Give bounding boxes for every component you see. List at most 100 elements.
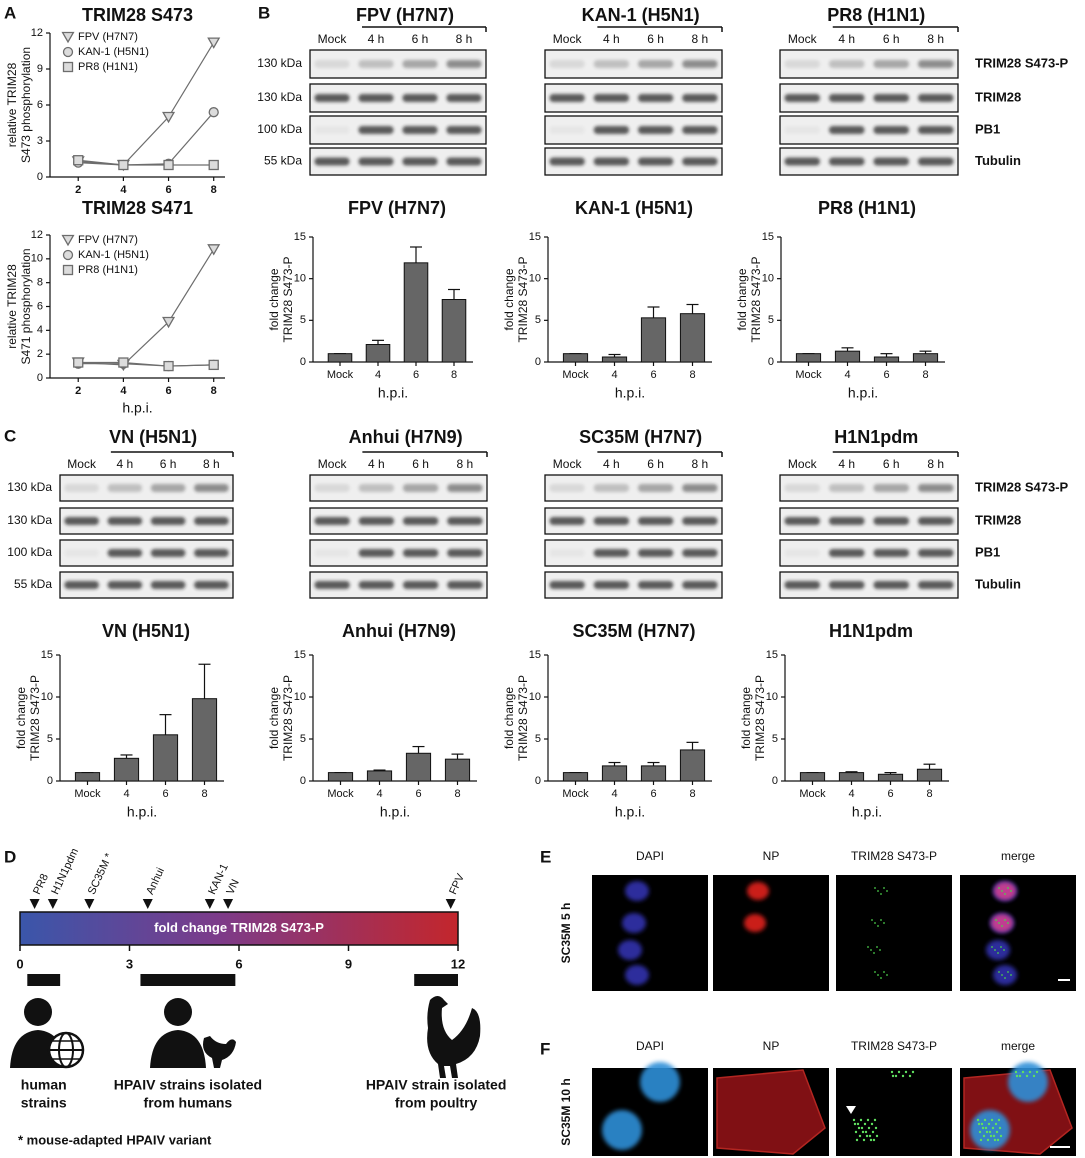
lane-label: Mock <box>788 457 818 471</box>
scale-tick-label: 6 <box>235 956 242 971</box>
blot-band <box>107 484 143 492</box>
protein-label: TRIM28 <box>975 89 1021 104</box>
blot-band <box>917 157 954 166</box>
micrograph <box>836 1068 952 1156</box>
strain-group-label: human <box>21 1077 67 1093</box>
blot-band <box>682 484 718 492</box>
blot-band <box>150 549 186 557</box>
trim28-dot <box>993 1138 997 1142</box>
bar <box>640 317 667 363</box>
y-tick-label: 10 <box>766 691 778 703</box>
y-tick-label: 0 <box>300 775 306 787</box>
x-tick-label: 8 <box>451 369 457 381</box>
bar <box>916 768 943 782</box>
point <box>73 357 84 368</box>
trim28-dot <box>858 1134 862 1138</box>
y-tick-label: 15 <box>529 231 541 243</box>
blot-band <box>402 484 439 492</box>
y-tick-label: 10 <box>41 691 53 703</box>
blot-band <box>917 60 954 68</box>
trim28-dot <box>865 1134 869 1138</box>
trim28-dot <box>1032 1074 1036 1078</box>
nucleus <box>993 965 1017 985</box>
blot-band <box>637 94 674 102</box>
trim28-dot <box>870 1122 874 1126</box>
channel-label: NP <box>763 849 780 863</box>
legend-label: KAN-1 (H5N1) <box>78 46 149 58</box>
blot-band <box>784 126 821 134</box>
blot-band <box>873 60 910 68</box>
trim28-dot <box>998 1126 1002 1130</box>
blot-band <box>917 126 954 134</box>
x-tick-label: 4 <box>376 788 382 800</box>
lane-label: 8 h <box>457 457 474 471</box>
y-tick-label: 0 <box>37 171 43 183</box>
bar <box>873 356 900 363</box>
trim28-dot <box>983 1118 987 1122</box>
panel-label: E <box>540 847 551 866</box>
y-tick-label: 15 <box>294 231 306 243</box>
lane-label: 6 h <box>647 32 664 46</box>
x-tick-label: 4 <box>844 369 850 381</box>
legend-label: FPV (H7N7) <box>78 31 138 43</box>
row-label: SC35M 5 h <box>559 903 573 964</box>
bar <box>405 752 432 782</box>
blot-band <box>828 549 865 557</box>
bar <box>795 353 822 363</box>
blot-band <box>637 517 674 525</box>
blot-band <box>637 484 674 492</box>
x-tick-label: Mock <box>327 788 354 800</box>
bar <box>877 773 904 782</box>
trim28-dot <box>894 1074 898 1078</box>
blot-band <box>682 94 718 102</box>
trim28-dot <box>863 1122 867 1126</box>
micrograph <box>836 875 952 991</box>
arrowhead <box>846 1106 856 1114</box>
strain-label: H1N1pdm <box>49 847 81 897</box>
blot-band <box>549 484 585 492</box>
x-tick-label: Mock <box>562 788 589 800</box>
x-tick-label: 6 <box>162 788 168 800</box>
blot-band <box>549 60 585 68</box>
x-tick-label: 6 <box>413 369 419 381</box>
trim28-dot <box>856 1122 860 1126</box>
blot-band <box>402 60 438 68</box>
lane-label: 6 h <box>160 457 177 471</box>
blot-band <box>549 126 585 134</box>
lane-label: Mock <box>553 32 583 46</box>
chart-title: PR8 (H1N1) <box>818 198 916 218</box>
lane-label: Mock <box>318 457 348 471</box>
bar <box>327 353 353 363</box>
blot-band <box>873 94 910 102</box>
blot-band <box>682 517 718 525</box>
blot-band <box>828 581 865 589</box>
y-tick-label: 2 <box>37 348 43 360</box>
blot-title: H1N1pdm <box>834 427 918 447</box>
size-marker: 130 kDa <box>257 90 302 104</box>
x-axis-label: h.p.i. <box>127 804 157 820</box>
x-axis-label: h.p.i. <box>615 804 645 820</box>
blot-band <box>873 581 910 589</box>
blot-band <box>402 94 438 102</box>
legend-symbol <box>62 61 74 73</box>
trim28-dot <box>886 890 888 892</box>
trim28-dot <box>871 919 873 921</box>
trim28-dot <box>880 977 882 979</box>
trim28-dot <box>1004 977 1006 979</box>
x-tick-label: 4 <box>611 788 617 800</box>
scale-tick-label: 0 <box>16 956 23 971</box>
trim28-dot <box>873 1118 877 1122</box>
y-tick-label: 10 <box>762 273 774 285</box>
nucleus <box>640 1062 680 1102</box>
trim28-dot <box>995 1130 999 1134</box>
trim28-dot <box>981 1126 985 1130</box>
micrograph <box>713 875 829 991</box>
y-tick-label: 10 <box>529 691 541 703</box>
blot-title: PR8 (H1N1) <box>827 5 925 25</box>
x-tick-label: 6 <box>165 385 171 397</box>
scale-tick-label: 9 <box>345 956 352 971</box>
bar <box>562 772 589 782</box>
y-tick-label: 6 <box>37 300 43 312</box>
blot-band <box>314 60 350 68</box>
